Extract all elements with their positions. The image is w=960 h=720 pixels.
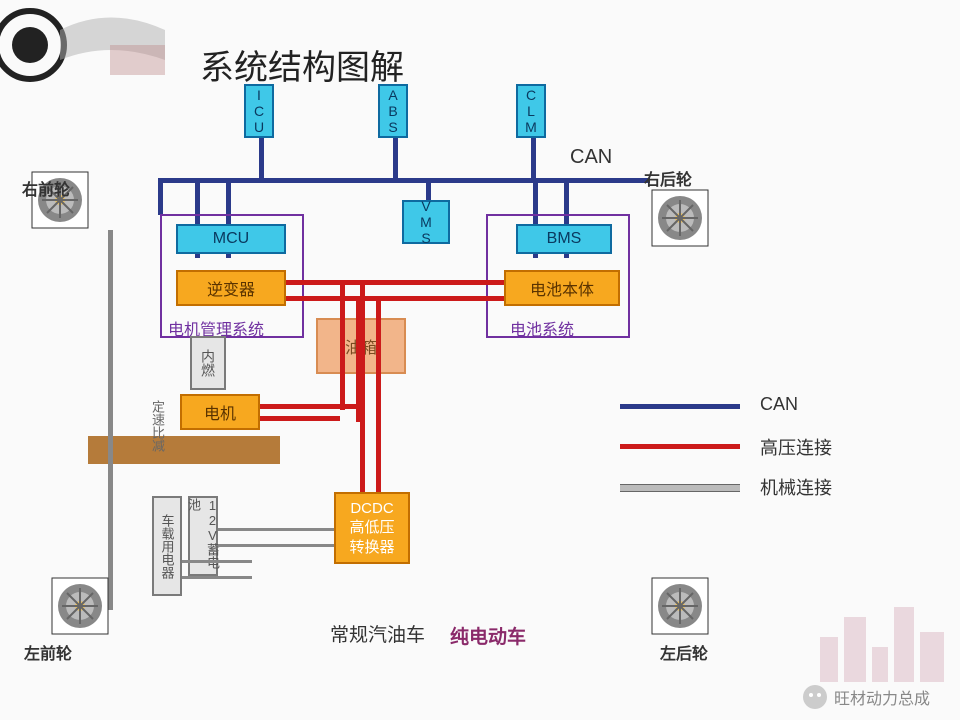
ratio-gearbox [88, 436, 280, 464]
mcu-label: MCU [213, 230, 249, 248]
hv-line [108, 230, 113, 610]
battery-system-label: 电池系统 [510, 316, 574, 340]
abs-box: ABS [378, 84, 408, 138]
can-drop-vms [426, 178, 431, 200]
can-main-bus [158, 178, 650, 183]
dcdc-box: DCDC高低压转换器 [334, 492, 410, 564]
can-bus-label: CAN [570, 146, 612, 169]
legend-line-can [620, 404, 740, 409]
icu-label: ICU [251, 87, 267, 135]
ice-label: 内燃 [198, 349, 218, 377]
vms-box: VMS [402, 200, 450, 244]
battery-pack-label: 电池本体 [530, 276, 594, 300]
wheel-label-fr: 右前轮 [22, 176, 70, 200]
can-drop-icu [259, 138, 264, 178]
wheel-label-rr: 右后轮 [644, 166, 692, 190]
hv-line [182, 576, 252, 579]
decor-bottom-right [810, 597, 960, 692]
legend-line-mech [620, 484, 740, 492]
motor-label: 电机 [204, 400, 236, 424]
inverter-box: 逆变器 [176, 270, 286, 306]
wheel-rr [650, 188, 710, 248]
can-left-stub [158, 178, 163, 215]
ice-box: 内燃 [190, 336, 226, 390]
wheel-rl [650, 576, 710, 636]
mcu-box: MCU [176, 224, 286, 254]
clm-label: CLM [523, 87, 539, 135]
wechat-icon [802, 684, 828, 710]
motor-box: 电机 [180, 394, 260, 430]
legend-label-hv: 高压连接 [760, 434, 832, 460]
wheel-label-fl: 左前轮 [24, 640, 72, 664]
hv-line [286, 280, 504, 285]
hv-line [260, 404, 356, 409]
hv-line [376, 296, 381, 492]
legend-label-can: CAN [760, 394, 798, 415]
hv-line [260, 416, 340, 421]
inverter-label: 逆变器 [207, 276, 255, 300]
watermark: 旺材动力总成 [802, 684, 930, 710]
page-title: 系统结构图解 [200, 40, 404, 89]
dcdc-line: 高低压 [349, 518, 394, 538]
can-drop-abs [393, 138, 398, 178]
12v-battery-box: 12V蓄电池 [188, 496, 218, 576]
vehicle-loads-label: 车载用电器 [158, 514, 177, 579]
hv-line [218, 528, 334, 531]
watermark-text: 旺材动力总成 [834, 685, 930, 709]
ratio-label: 定速比减 [148, 400, 167, 452]
clm-box: CLM [516, 84, 546, 138]
hv-line [218, 544, 334, 547]
label-ev: 纯电动车 [450, 622, 526, 649]
hv-line [286, 296, 504, 301]
wheel-label-rl: 左后轮 [660, 640, 708, 664]
decor-top-left [0, 0, 170, 95]
dcdc-line: 转换器 [349, 538, 394, 558]
legend-label-mech: 机械连接 [760, 474, 832, 500]
battery-pack-box: 电池本体 [504, 270, 620, 306]
label-gasoline: 常规汽油车 [330, 620, 425, 647]
hv-line [360, 280, 365, 492]
icu-box: ICU [244, 84, 274, 138]
can-drop-clm [531, 138, 536, 178]
hv-line [182, 560, 252, 563]
bms-label: BMS [547, 230, 582, 248]
abs-label: ABS [385, 87, 401, 135]
dcdc-line: DCDC [350, 499, 393, 519]
legend-line-hv [620, 444, 740, 449]
hv-line [340, 280, 345, 410]
vms-label: VMS [418, 198, 434, 246]
bms-box: BMS [516, 224, 612, 254]
wheel-fl [50, 576, 110, 636]
vehicle-loads-box: 车载用电器 [152, 496, 182, 596]
